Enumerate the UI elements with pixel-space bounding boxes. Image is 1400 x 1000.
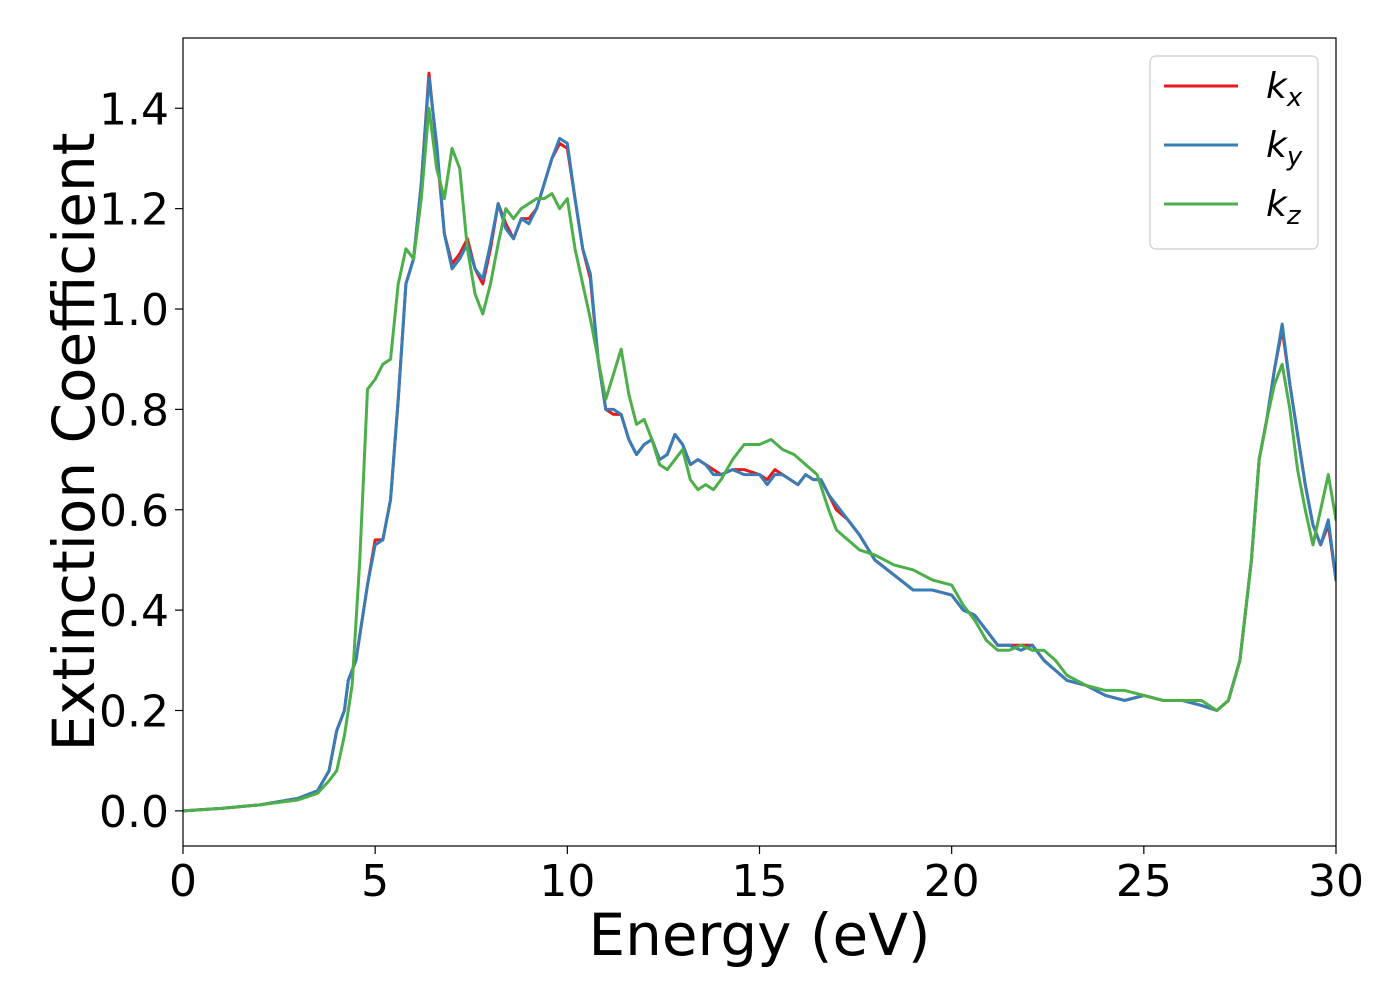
y-axis-label: Extinction Coefficient	[40, 133, 108, 752]
y-tick-label: 1.2	[99, 185, 169, 236]
legend-label-base: k	[1266, 184, 1289, 225]
x-tick-label: 25	[1116, 856, 1172, 907]
x-tick-label: 30	[1308, 856, 1364, 907]
legend-label-base: k	[1266, 125, 1289, 166]
y-tick-label: 0.4	[99, 586, 169, 637]
y-tick-label: 0.2	[99, 686, 169, 737]
series-line-z	[183, 106, 1336, 813]
y-tick-label: 0.6	[99, 486, 169, 537]
series-layer	[183, 71, 1336, 813]
y-axis-ticks: 0.0 0.2 0.4 0.6 0.8 1.0 1.2 1.4	[99, 84, 183, 838]
x-axis-label: Energy (eV)	[588, 901, 930, 969]
y-tick-label: 1.4	[99, 84, 169, 135]
legend-label-z: kz	[1266, 184, 1302, 231]
x-tick-label: 10	[539, 856, 595, 907]
x-tick-label: 20	[924, 856, 980, 907]
y-tick-label: 0.0	[99, 787, 169, 838]
legend-label-subscript: x	[1286, 83, 1303, 113]
legend-box	[1149, 55, 1319, 250]
legend-label-y: ky	[1266, 125, 1303, 172]
legend-label-base: k	[1266, 66, 1289, 107]
legend-label-x: kx	[1266, 66, 1303, 113]
x-tick-label: 0	[169, 856, 197, 907]
y-tick-label: 1.0	[99, 285, 169, 336]
x-axis-ticks: 0 5 10 15 20 25 30	[169, 846, 1364, 907]
y-tick-label: 0.8	[99, 385, 169, 436]
legend-label-subscript: z	[1286, 201, 1302, 231]
legend-label-subscript: y	[1286, 142, 1303, 172]
x-tick-label: 15	[732, 856, 788, 907]
x-tick-label: 5	[361, 856, 389, 907]
